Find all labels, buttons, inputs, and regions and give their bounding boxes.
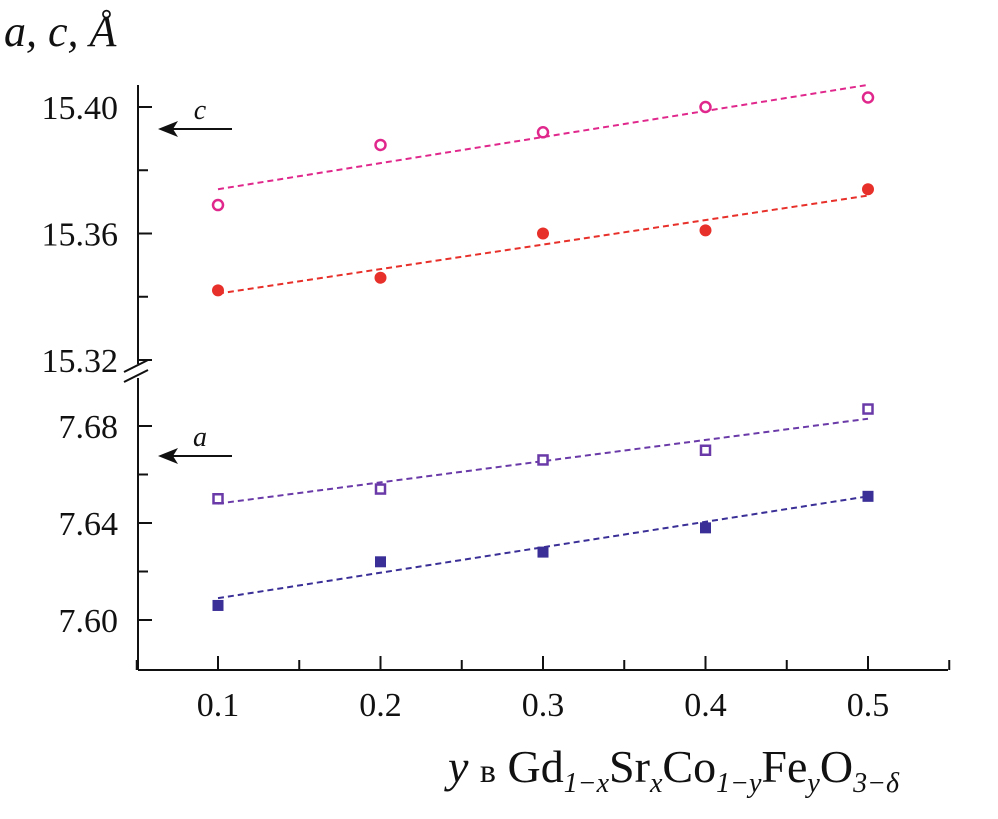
annotation-label-c: c (194, 95, 207, 126)
data-point (212, 493, 224, 505)
data-point (374, 138, 387, 152)
y-tick-label: 15.32 (42, 343, 119, 380)
data-point (537, 546, 549, 558)
y-axis-label: a, c, Å (4, 6, 116, 57)
data-point (862, 183, 874, 196)
data-point (699, 224, 712, 237)
y-tick-label: 15.36 (42, 217, 119, 254)
y-tick-label: 7.64 (59, 506, 119, 543)
axis-break-mark (123, 369, 149, 383)
data-point (537, 454, 549, 466)
formula-element: Fe (761, 741, 808, 792)
data-point (537, 227, 549, 240)
formula-element: Co (662, 741, 717, 792)
data-point (861, 91, 875, 104)
x-tick-label: 0.5 (847, 687, 890, 724)
x-tick-label: 0.4 (684, 687, 727, 724)
x-tick-label: 0.3 (522, 687, 565, 724)
x-axis-formula: Gd1−xSrxCo1−yFeyO3−δ (507, 741, 899, 799)
y-tick-label: 7.60 (59, 603, 119, 640)
formula-subscript: x (649, 768, 663, 799)
formula-subscript: 1−x (563, 768, 610, 799)
data-point (374, 483, 387, 495)
data-point (700, 522, 711, 534)
x-axis-preposition: в (479, 753, 496, 790)
data-point (699, 100, 712, 114)
fit-line (217, 194, 869, 295)
x-axis-label: y в Gd1−xSrxCo1−yFeyO3−δ (448, 740, 899, 800)
data-point (375, 556, 386, 568)
y-tick-label: 7.68 (59, 409, 119, 446)
axis-break-mark (123, 359, 149, 373)
annotation-label-a: a (193, 422, 207, 453)
x-axis-variable: y (448, 741, 469, 792)
y-axis-label-text: a, c, Å (4, 7, 117, 56)
data-point (862, 490, 874, 502)
formula-element: Gd (507, 741, 564, 792)
data-point (699, 444, 712, 456)
formula-element: O (819, 741, 854, 792)
formula-subscript: 3−δ (853, 768, 899, 799)
y-tick-label: 15.40 (42, 90, 119, 127)
data-point (536, 126, 550, 139)
data-point (211, 198, 225, 212)
data-point (862, 403, 874, 415)
data-point (374, 271, 387, 284)
data-point (212, 284, 224, 297)
formula-subscript: y (807, 768, 820, 799)
arrow-head-icon (158, 448, 178, 464)
x-tick-label: 0.1 (197, 687, 240, 724)
formula-element: Sr (609, 741, 650, 792)
data-point (212, 599, 224, 611)
x-tick-label: 0.2 (359, 687, 402, 724)
formula-subscript: 1−y (716, 768, 762, 799)
arrow-head-icon (158, 121, 178, 137)
